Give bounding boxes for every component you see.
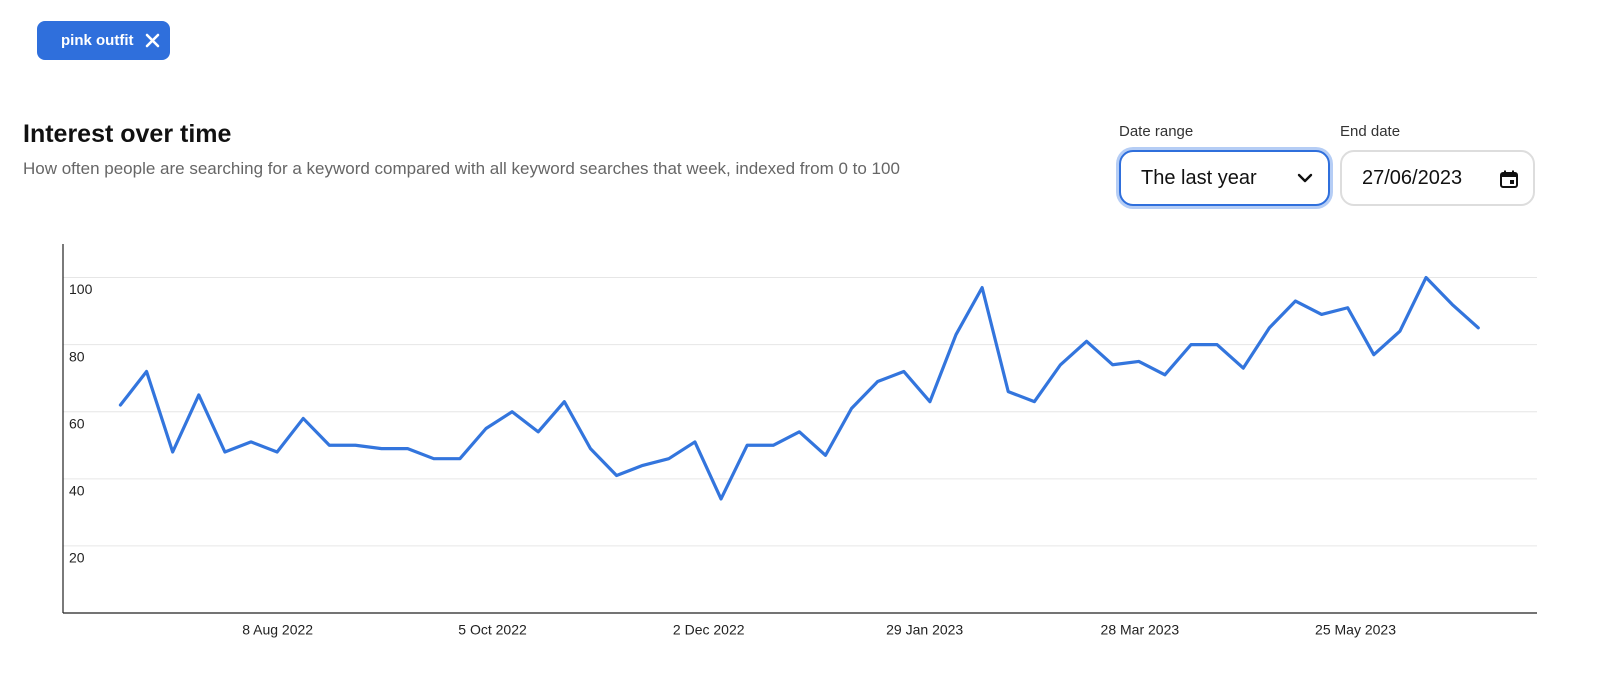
y-tick-label: 80 [69, 348, 85, 364]
y-tick-label: 20 [69, 550, 85, 566]
x-tick-label: 28 Mar 2023 [1101, 622, 1180, 638]
y-tick-label: 100 [69, 281, 93, 297]
x-tick-label: 2 Dec 2022 [673, 622, 745, 638]
data-line [118, 275, 1480, 501]
x-tick-label: 8 Aug 2022 [242, 622, 313, 638]
end-date-value: 27/06/2023 [1362, 166, 1463, 189]
x-tick-label: 29 Jan 2023 [886, 622, 963, 638]
x-tick-label: 25 May 2023 [1315, 622, 1396, 638]
section-subtitle: How often people are searching for a key… [23, 159, 900, 178]
end-date-label: End date [1340, 123, 1401, 140]
date-range-select[interactable]: The last year [1119, 150, 1330, 206]
end-date-input[interactable]: 27/06/2023 [1340, 150, 1535, 206]
keyword-chip[interactable]: pink outfit [37, 21, 170, 60]
date-range-label: Date range [1119, 123, 1194, 140]
calendar-icon[interactable] [1499, 169, 1519, 189]
chevron-icon [1297, 173, 1313, 183]
y-tick-label: 60 [69, 415, 85, 431]
y-tick-label: 40 [69, 483, 85, 499]
remove-icon[interactable] [145, 33, 160, 48]
x-tick-label: 5 Oct 2022 [458, 622, 527, 638]
section-title: Interest over time [23, 120, 232, 148]
date-range-value: The last year [1141, 166, 1257, 189]
chip-label: pink outfit [61, 32, 134, 49]
